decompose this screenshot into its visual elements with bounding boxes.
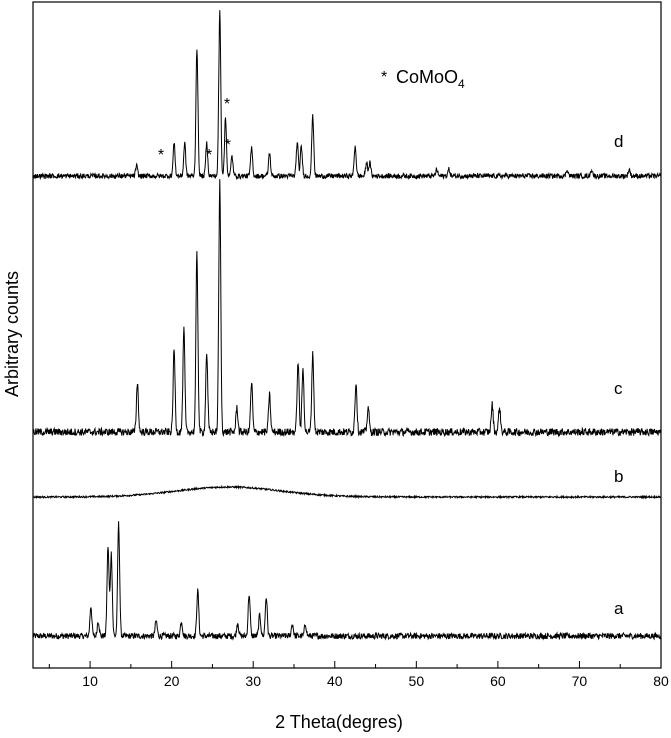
curve-c <box>32 179 662 438</box>
curve-label-d: d <box>614 132 623 151</box>
x-tick-label: 40 <box>327 673 343 689</box>
curve-labels: a b c d <box>614 132 624 618</box>
legend: * CoMoO4 <box>381 67 465 91</box>
y-axis-title: Arbitrary counts <box>2 271 22 397</box>
x-tick-label: 60 <box>490 673 506 689</box>
x-tick-label: 10 <box>82 673 98 689</box>
diffraction-curves <box>32 10 662 641</box>
peak-marker: * <box>158 147 164 164</box>
plot-frame <box>32 1 662 669</box>
peak-markers: * * * * <box>158 96 231 164</box>
x-axis: 10 20 30 40 50 60 70 80 <box>48 661 669 689</box>
legend-label: CoMoO4 <box>396 67 465 91</box>
x-tick-label: 70 <box>572 673 588 689</box>
legend-label-text: CoMoO <box>396 67 458 87</box>
peak-marker: * <box>224 96 230 113</box>
x-tick-label: 50 <box>409 673 425 689</box>
curve-d <box>32 10 662 181</box>
peak-marker: * <box>225 137 231 154</box>
x-tick-label: 30 <box>245 673 261 689</box>
legend-label-subscript: 4 <box>458 77 465 91</box>
x-tick-label: 80 <box>653 673 669 689</box>
curve-a <box>32 521 662 641</box>
curve-label-b: b <box>614 467 623 486</box>
curve-label-c: c <box>614 379 623 398</box>
x-tick-label: 20 <box>164 673 180 689</box>
x-axis-title: 2 Theta(degres) <box>275 712 403 732</box>
peak-marker: * <box>206 147 212 164</box>
legend-marker: * <box>381 69 387 86</box>
curve-b <box>32 484 662 500</box>
curve-label-a: a <box>614 599 624 618</box>
